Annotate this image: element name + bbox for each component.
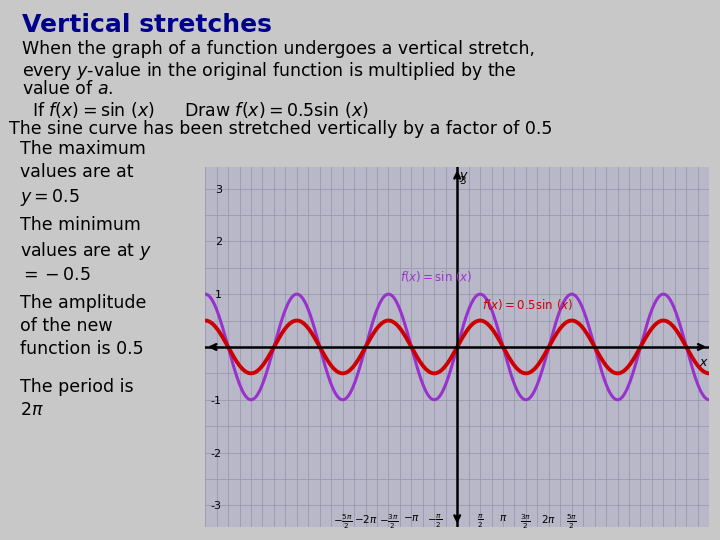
Text: The period is
  $2\pi$: The period is $2\pi$ [9,378,134,419]
Text: $x$: $x$ [698,356,708,369]
Text: $f(x) = \sin\,(x)$: $f(x) = \sin\,(x)$ [400,269,473,284]
Text: When the graph of a function undergoes a vertical stretch,: When the graph of a function undergoes a… [22,40,534,58]
Text: $y$: $y$ [459,170,469,184]
Text: Vertical stretches: Vertical stretches [22,14,271,37]
Text: Draw $f(x) = 0.5\sin\,(x)$: Draw $f(x) = 0.5\sin\,(x)$ [184,100,369,120]
Text: The minimum
  values are at $y$
  $= -0.5$: The minimum values are at $y$ $= -0.5$ [9,216,152,285]
Text: value of $a$.: value of $a$. [22,80,113,98]
Text: The maximum
  values are at
  $y = 0.5$: The maximum values are at $y = 0.5$ [9,140,146,207]
Text: The amplitude
  of the new
  function is 0.5: The amplitude of the new function is 0.5 [9,294,147,358]
Text: every $y$-value in the original function is multiplied by the: every $y$-value in the original function… [22,60,516,83]
Text: The sine curve has been stretched vertically by a factor of 0.5: The sine curve has been stretched vertic… [9,120,552,138]
Text: 3: 3 [459,176,466,186]
Text: $f(x) = 0.5\sin\,(x)$: $f(x) = 0.5\sin\,(x)$ [482,297,573,312]
Text: If $f(x) = \sin\,(x)$: If $f(x) = \sin\,(x)$ [32,100,156,120]
